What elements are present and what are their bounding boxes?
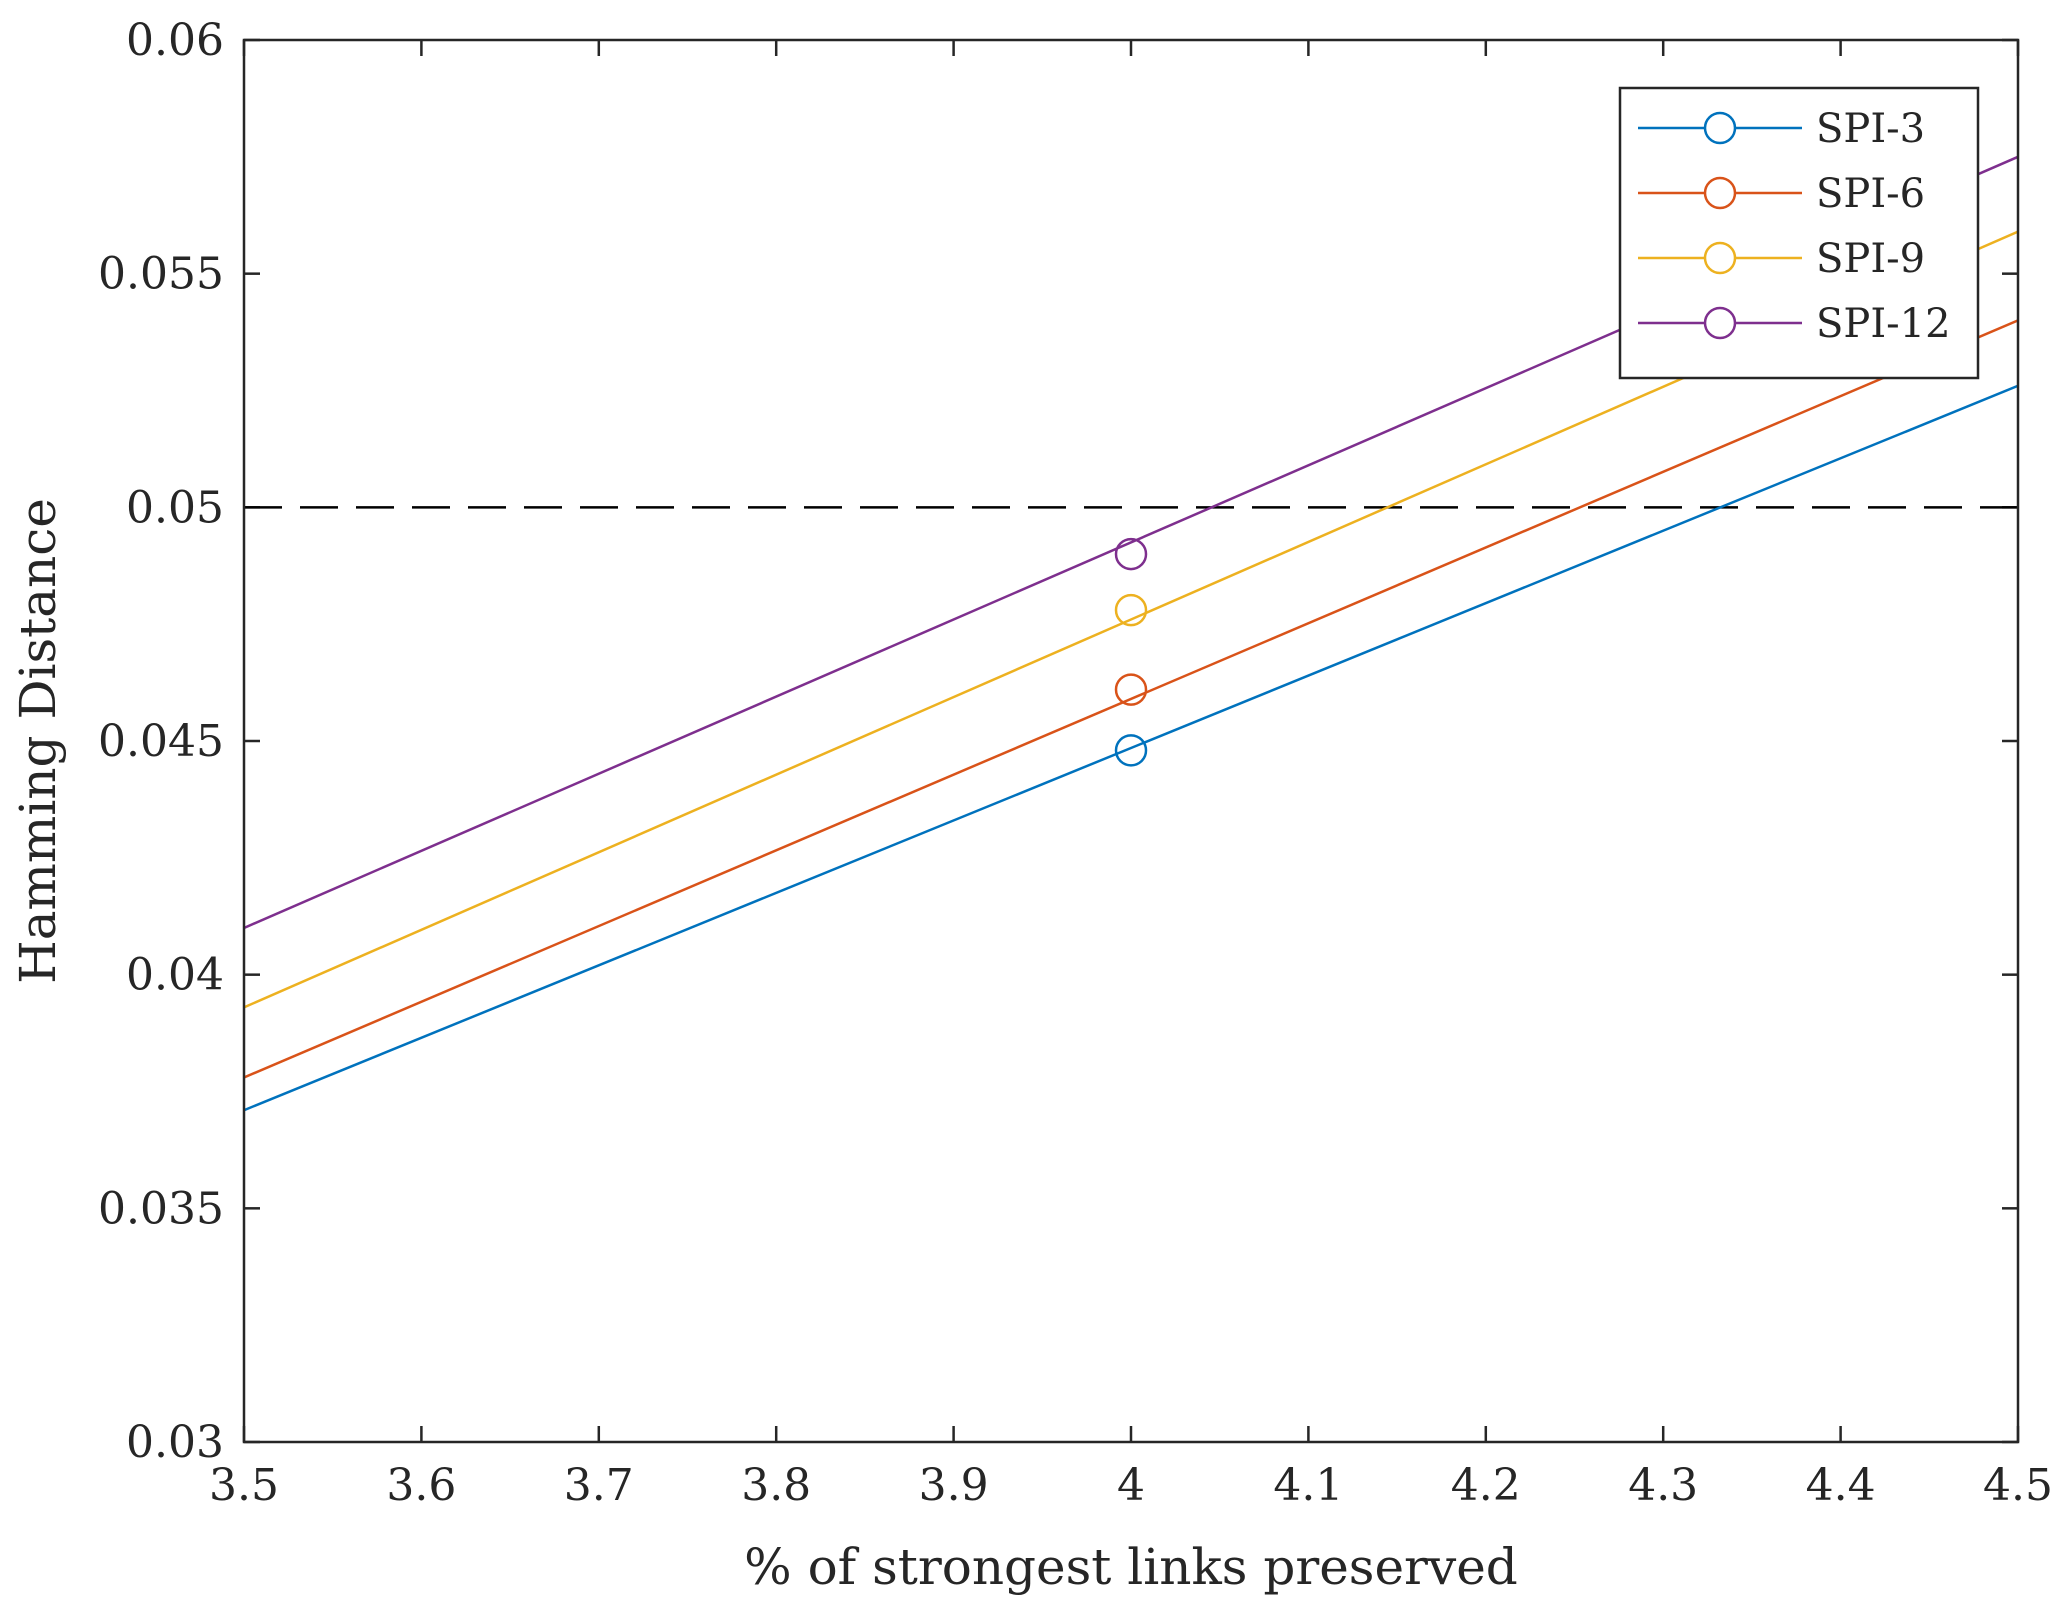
y-tick-label: 0.055 [98, 249, 224, 300]
legend-label: SPI-9 [1816, 236, 1925, 282]
series-marker-spi-9 [1114, 593, 1148, 627]
x-tick-label: 4.4 [1806, 1460, 1876, 1511]
x-tick-label: 4.1 [1273, 1460, 1343, 1511]
x-axis-label: % of strongest links preserved [744, 1538, 1518, 1596]
series-line-spi-3 [244, 384, 2018, 1112]
x-tick-label: 3.7 [564, 1460, 634, 1511]
legend-label: SPI-3 [1816, 106, 1925, 152]
y-tick-label: 0.03 [126, 1417, 224, 1468]
x-tick-label: 3.5 [209, 1460, 279, 1511]
x-tick-label: 3.6 [386, 1460, 456, 1511]
x-tick-label: 4 [1117, 1460, 1145, 1511]
series-marker-spi-3 [1114, 734, 1148, 767]
legend-box [1618, 86, 1980, 380]
legend-marker-spi-3 [1703, 111, 1737, 145]
x-tick-label: 3.9 [919, 1460, 989, 1511]
x-tick-label: 4.3 [1628, 1460, 1698, 1511]
series-marker-spi-12 [1114, 537, 1148, 571]
y-tick-label: 0.04 [126, 950, 224, 1001]
legend-marker-spi-12 [1703, 306, 1737, 340]
y-tick-labels: 0.03 0.035 0.04 0.045 0.05 0.055 0.06 [98, 15, 224, 1468]
y-tick-label: 0.035 [98, 1183, 224, 1234]
x-tick-label: 4.5 [1983, 1460, 2053, 1511]
x-tick-label: 4.2 [1451, 1460, 1521, 1511]
y-tick-label: 0.045 [98, 716, 224, 767]
legend-marker-spi-9 [1703, 241, 1737, 275]
plot-frame [242, 38, 2020, 1444]
x-tick-labels: 3.5 3.6 3.7 3.8 3.9 4 4.1 4.2 4.3 4.4 4.5 [209, 1460, 2053, 1511]
y-tick-label: 0.05 [126, 482, 224, 533]
legend-marker-spi-6 [1703, 176, 1737, 210]
legend-label: SPI-12 [1816, 301, 1951, 347]
legend: SPI-3 SPI-6 SPI-9 SPI-12 [1618, 86, 1980, 380]
legend-label: SPI-6 [1816, 171, 1925, 217]
series-line-spi-6 [244, 319, 2018, 1079]
y-tick-label: 0.06 [126, 15, 224, 66]
y-axis-label: Hamming Distance [9, 498, 67, 984]
x-tick-label: 3.8 [741, 1460, 811, 1511]
series-marker-spi-6 [1114, 673, 1148, 706]
